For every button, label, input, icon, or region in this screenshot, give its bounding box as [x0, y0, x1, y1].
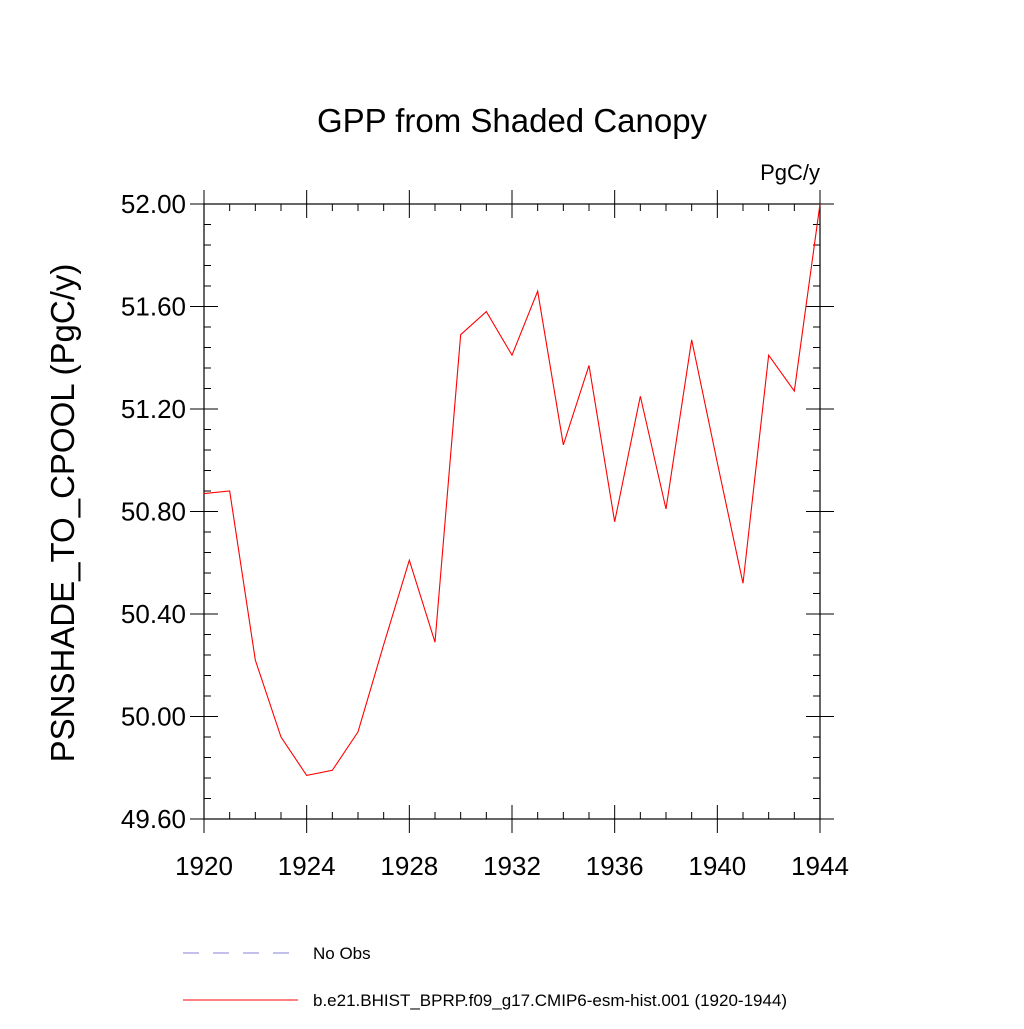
y-tick-label: 51.60: [121, 292, 186, 322]
x-tick-label: 1936: [586, 851, 644, 881]
major-ticks: [190, 190, 834, 833]
x-tick-label: 1920: [175, 851, 233, 881]
data-point: [304, 773, 309, 778]
x-tick-label: 1944: [791, 851, 849, 881]
data-point: [381, 642, 386, 647]
data-point: [715, 460, 720, 465]
x-tick-label: 1924: [278, 851, 336, 881]
data-point: [407, 558, 412, 563]
chart-title: GPP from Shaded Canopy: [317, 102, 708, 139]
minor-ticks: [204, 204, 820, 819]
data-point: [587, 363, 592, 368]
data-point: [253, 658, 258, 663]
data-point: [818, 202, 823, 207]
data-point: [561, 442, 566, 447]
y-tick-label: 50.80: [121, 497, 186, 527]
data-point: [741, 581, 746, 586]
data-point: [484, 309, 489, 314]
y-tick-label: 52.00: [121, 189, 186, 219]
series-line: [203, 203, 821, 777]
y-tick-label: 51.20: [121, 394, 186, 424]
units-label: PgC/y: [760, 160, 820, 185]
data-point: [330, 768, 335, 773]
legend: No Obs b.e21.BHIST_BPRP.f09_g17.CMIP6-esm…: [183, 944, 787, 1010]
data-point: [612, 519, 617, 524]
data-point: [792, 389, 797, 394]
data-point: [535, 289, 540, 294]
y-axis-label: PSNSHADE_TO_CPOOL (PgC/y): [44, 264, 81, 763]
x-tick-label: 1940: [688, 851, 746, 881]
legend-label: b.e21.BHIST_BPRP.f09_g17.CMIP6-esm-hist.…: [313, 991, 787, 1010]
series-group: [202, 202, 823, 778]
legend-label: No Obs: [313, 944, 371, 963]
data-point: [433, 640, 438, 645]
x-tick-label: 1932: [483, 851, 541, 881]
data-point: [458, 332, 463, 337]
data-point: [510, 353, 515, 358]
data-point: [279, 735, 284, 740]
y-tick-label: 50.40: [121, 599, 186, 629]
data-point: [202, 491, 207, 496]
data-point: [227, 489, 232, 494]
y-tick-label: 50.00: [121, 702, 186, 732]
data-point: [664, 506, 669, 511]
x-tick-label: 1928: [380, 851, 438, 881]
data-point: [766, 353, 771, 358]
data-point: [356, 729, 361, 734]
tick-labels: 1920 1924 1928 1932 1936 1940 1944 49.60 50.00 50…: [121, 189, 849, 881]
data-point: [689, 337, 694, 342]
y-tick-label: 49.60: [121, 804, 186, 834]
data-point: [638, 394, 643, 399]
